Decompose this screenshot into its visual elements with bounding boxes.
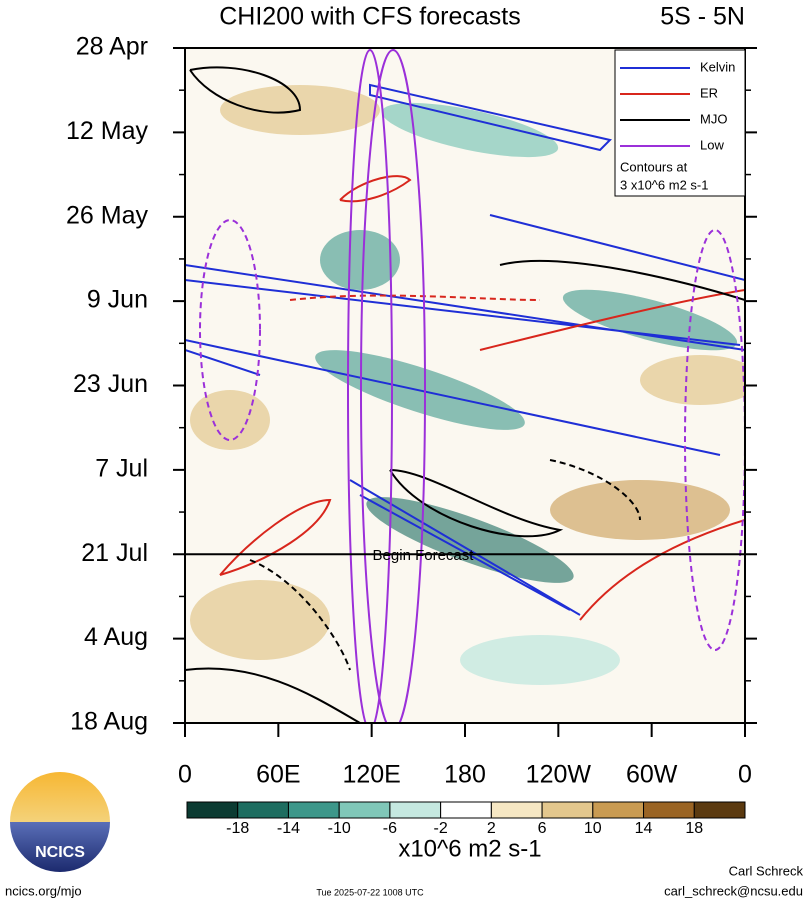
legend-label: Kelvin (700, 59, 735, 74)
footer-timestamp: Tue 2025-07-22 1008 UTC (316, 887, 424, 897)
colorbar-swatch (592, 801, 645, 819)
colorbar-tick-label: 6 (538, 820, 547, 837)
legend-note: 3 x10^6 m2 s-1 (620, 177, 708, 192)
colorbar-swatch (287, 801, 340, 819)
colorbar-tick-label: -14 (277, 820, 300, 837)
footer-email: carl_schreck@ncsu.edu (664, 883, 803, 898)
legend-label: ER (700, 85, 718, 100)
logo-circle (10, 772, 110, 872)
colorbar-tick-label: 2 (487, 820, 496, 837)
colorbar-tick-label: 10 (584, 820, 602, 837)
colorbar-swatch (389, 801, 442, 819)
y-tick-label: 21 Jul (81, 539, 148, 567)
legend-note: Contours at (620, 159, 688, 174)
colorbar-tick-label: -10 (328, 820, 351, 837)
x-tick-label: 60W (626, 761, 678, 789)
footer-author: Carl Schreck (729, 863, 804, 878)
chart-title: CHI200 with CFS forecasts (219, 3, 521, 31)
forecast-label: Begin Forecast (373, 547, 475, 564)
colorbar-tick-label: -18 (226, 820, 249, 837)
x-tick-label: 120W (526, 761, 592, 789)
colorbar-tick-label: 18 (685, 820, 703, 837)
legend-label: Low (700, 137, 724, 152)
footer-url: ncics.org/mjo (5, 883, 82, 898)
y-tick-label: 18 Aug (70, 708, 148, 736)
x-tick-label: 180 (444, 761, 486, 789)
logo: NCICS (10, 772, 110, 872)
region-label: 5S - 5N (660, 3, 745, 31)
legend-label: MJO (700, 111, 727, 126)
colorbar-swatch (643, 801, 695, 819)
y-tick-label: 7 Jul (95, 454, 148, 482)
colorbar-swatch (440, 801, 492, 819)
y-tick-label: 26 May (66, 201, 148, 229)
colorbar-label: x10^6 m2 s-1 (398, 835, 541, 862)
legend-items: Kelvin ER MJO Low (620, 59, 735, 152)
colorbar-tick-label: 14 (635, 820, 653, 837)
contours (185, 49, 745, 723)
colorbar-swatch (338, 801, 391, 819)
y-tick-label: 12 May (66, 117, 148, 145)
logo-text: NCICS (35, 844, 85, 861)
colorbar-swatch (541, 801, 594, 819)
y-tick-label: 4 Aug (84, 623, 148, 651)
legend: Kelvin ER MJO Low Contours at 3 x10^6 m2 s-… (614, 49, 746, 197)
y-tick-label: 28 Apr (76, 33, 148, 61)
legend-box (614, 49, 746, 197)
colorbar: -18 -14 -10 -6 -2 2 6 10 14 18 (186, 801, 746, 837)
colorbar-swatch (693, 801, 746, 819)
y-tick-label: 23 Jun (73, 370, 148, 398)
axes: 28 Apr 12 May 26 May 9 Jun 23 Jun 7 Jul 21 Jul… (66, 33, 757, 789)
colorbar-tick-label: -2 (434, 820, 448, 837)
colorbar-tick-label: -6 (383, 820, 397, 837)
y-tick-label: 9 Jun (87, 286, 148, 314)
x-tick-label: 0 (738, 761, 752, 789)
x-tick-label: 0 (178, 761, 192, 789)
x-tick-label: 60E (256, 761, 300, 789)
colorbar-swatch (237, 801, 289, 819)
colorbar-swatch (186, 801, 239, 819)
colorbar-swatch (490, 801, 543, 819)
x-tick-label: 120E (342, 761, 400, 789)
